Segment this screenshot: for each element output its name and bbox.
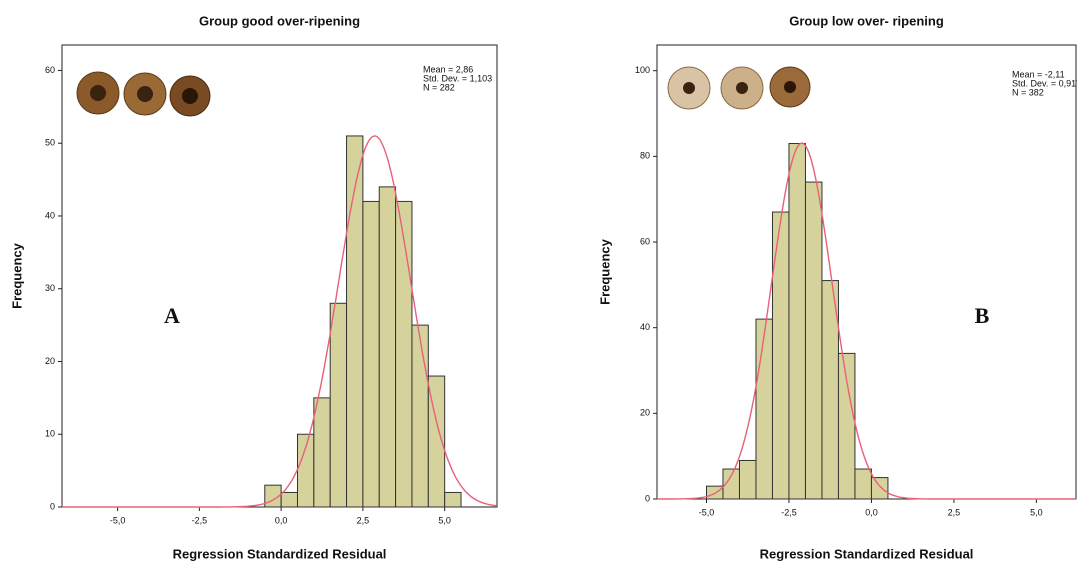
stat-label: Mean = 2,86 <box>423 64 473 74</box>
bar <box>296 433 315 508</box>
plot-frame <box>656 44 1077 500</box>
x-tick-label: 5,0 <box>438 515 451 525</box>
y-tick-label: 40 <box>45 210 55 220</box>
bar <box>378 186 397 508</box>
stat-label: Std. Dev. = 0,917 <box>1012 78 1077 88</box>
stat-label: Mean = -2,11 <box>1012 69 1065 79</box>
y-tick-label: 60 <box>45 65 55 75</box>
x-tick-label: -5,0 <box>699 507 715 517</box>
bar <box>313 397 331 508</box>
bar <box>411 324 429 508</box>
bar <box>738 459 757 500</box>
y-tick-label: 0 <box>50 501 55 511</box>
x-tick-label: -2,5 <box>192 515 208 525</box>
y-tick-label: 20 <box>45 356 55 366</box>
y-tick-label: 10 <box>45 429 55 439</box>
y-tick-label: 30 <box>45 283 55 293</box>
bar <box>395 200 413 508</box>
y-tick-label: 80 <box>640 151 650 161</box>
y-axis-label: Frequency <box>9 242 24 309</box>
x-tick-label: 5,0 <box>1030 507 1043 517</box>
bar <box>444 491 462 508</box>
normal-curve <box>62 135 498 508</box>
stat-label: N = 382 <box>1012 87 1044 97</box>
stat-label: Std. Dev. = 1,103 <box>423 73 492 83</box>
y-tick-label: 0 <box>645 493 650 503</box>
y-tick-label: 60 <box>640 236 650 246</box>
bar <box>755 318 773 500</box>
bar <box>280 491 298 508</box>
bar <box>362 200 380 508</box>
x-tick-label: 0,0 <box>275 515 288 525</box>
x-tick-label: -2,5 <box>781 507 797 517</box>
x-tick-label: 2,5 <box>948 507 961 517</box>
x-axis-label: Regression Standardized Residual <box>760 546 974 561</box>
y-tick-label: 50 <box>45 138 55 148</box>
bar <box>788 143 806 500</box>
panel-letter: B <box>975 303 990 328</box>
x-tick-label: -5,0 <box>110 515 126 525</box>
normal-curve <box>657 142 1076 500</box>
bar <box>804 181 823 500</box>
chart-title: Group low over- ripening <box>789 13 944 28</box>
panel-letter: A <box>164 303 180 328</box>
bar <box>427 375 446 508</box>
y-tick-label: 20 <box>640 408 650 418</box>
x-axis-label: Regression Standardized Residual <box>173 546 387 561</box>
stat-label: N = 282 <box>423 82 455 92</box>
y-tick-label: 40 <box>640 322 650 332</box>
bar <box>837 352 856 500</box>
y-axis-label: Frequency <box>597 238 612 305</box>
x-tick-label: 2,5 <box>357 515 370 525</box>
fruit-photos-b <box>667 66 811 110</box>
bar <box>854 468 872 500</box>
x-tick-label: 0,0 <box>865 507 878 517</box>
bar <box>870 477 889 500</box>
bar <box>329 302 348 508</box>
fruit-photos-a <box>76 71 211 117</box>
y-tick-label: 100 <box>635 65 650 75</box>
chart-title: Group good over-ripening <box>199 13 360 28</box>
